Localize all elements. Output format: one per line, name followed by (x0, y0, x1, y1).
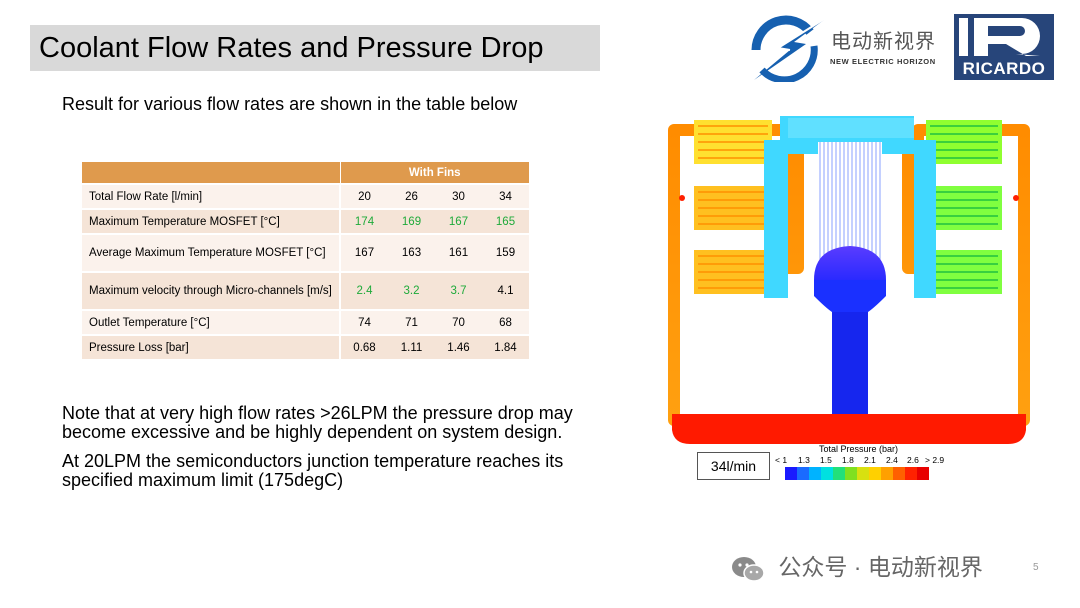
cell-value: 165 (482, 208, 529, 234)
table-row: Average Maximum Temperature MOSFET [°C] … (82, 233, 529, 272)
cell-value: 1.84 (482, 334, 529, 359)
legend-tick: 1.3 (798, 455, 810, 465)
table-row: Outlet Temperature [°C] 74 71 70 68 (82, 309, 529, 335)
ricardo-logo: RICARDO (954, 14, 1054, 80)
legend-swatch (917, 467, 929, 480)
watermark-text: 公众号 · 电动新视界 (778, 554, 983, 580)
cell-value: 159 (482, 233, 529, 272)
legend-swatch (893, 467, 905, 480)
legend-swatch (821, 467, 833, 480)
cell-value: 161 (435, 233, 482, 272)
right-channels (926, 120, 1002, 294)
pressure-contour-plot (668, 116, 1030, 444)
pressure-simulation-image (668, 108, 1030, 450)
legend-swatch (797, 467, 809, 480)
cell-value: 30 (435, 183, 482, 209)
cell-value: 2.4 (340, 271, 388, 310)
cell-value: 0.68 (340, 334, 388, 359)
cell-value: 70 (435, 309, 482, 335)
legend-swatch (809, 467, 821, 480)
table-row: Pressure Loss [bar] 0.68 1.11 1.46 1.84 (82, 334, 529, 359)
legend-swatch (845, 467, 857, 480)
legend-swatch (785, 467, 797, 480)
row-label: Pressure Loss [bar] (82, 334, 341, 359)
ricardo-r-icon (954, 14, 1054, 58)
cell-value: 68 (482, 309, 529, 335)
legend-swatch (881, 467, 893, 480)
note-paragraph: At 20LPM the semiconductors junction tem… (62, 451, 564, 490)
legend-tick: 2.6 (907, 455, 919, 465)
cell-value: 71 (388, 309, 435, 335)
row-label: Outlet Temperature [°C] (82, 309, 341, 335)
cell-value: 4.1 (482, 271, 529, 310)
lightning-globe-icon (751, 13, 833, 84)
pressure-legend: Total Pressure (bar) < 1 1.3 1.5 1.8 2.1… (775, 444, 955, 484)
cell-value: 3.2 (388, 271, 435, 310)
new-electric-horizon-logo: 电动新视界 NEW ELECTRIC HORIZON (748, 12, 948, 84)
ricardo-wordmark: RICARDO (954, 58, 1054, 80)
cell-value: 74 (340, 309, 388, 335)
table-header-row: With Fins (82, 162, 529, 184)
cell-value: 167 (340, 233, 388, 272)
cell-value: 34 (482, 183, 529, 209)
cell-value: 3.7 (435, 271, 482, 310)
slide-subtitle: Result for various flow rates are shown … (62, 94, 518, 114)
cell-value: 169 (388, 208, 435, 234)
table-row: Maximum velocity through Micro-channels … (82, 271, 529, 310)
watermark: 公众号 · 电动新视界 (730, 548, 983, 584)
results-table: With Fins Total Flow Rate [l/min] 20 26 … (82, 162, 529, 359)
legend-swatch (857, 467, 869, 480)
table-row: Maximum Temperature MOSFET [°C] 174 169 … (82, 208, 529, 234)
legend-swatch (869, 467, 881, 480)
cell-value: 163 (388, 233, 435, 272)
wechat-icon (732, 556, 765, 582)
micro-channel-lines (819, 142, 881, 278)
table-row: Total Flow Rate [l/min] 20 26 30 34 (82, 183, 529, 209)
slide-title: Coolant Flow Rates and Pressure Drop (39, 32, 544, 64)
row-label: Total Flow Rate [l/min] (82, 183, 341, 209)
brand-cn: 电动新视界 (831, 31, 936, 53)
title-bar: Coolant Flow Rates and Pressure Drop (30, 25, 600, 71)
legend-swatch (905, 467, 917, 480)
flow-rate-label: 34l/min (697, 452, 770, 480)
header-blank-cell (82, 162, 341, 184)
legend-tick: < 1 (775, 455, 788, 465)
row-label: Maximum velocity through Micro-channels … (82, 271, 341, 310)
cell-value: 1.46 (435, 334, 482, 359)
row-label: Maximum Temperature MOSFET [°C] (82, 208, 341, 234)
legend-color-bar (785, 467, 929, 480)
legend-tick: 1.5 (820, 455, 832, 465)
cell-value: 20 (340, 183, 388, 209)
cell-value: 1.11 (388, 334, 435, 359)
cell-value: 26 (388, 183, 435, 209)
with-fins-header: With Fins (340, 162, 529, 184)
legend-title: Total Pressure (bar) (819, 444, 899, 454)
legend-tick: 1.8 (842, 455, 854, 465)
brand-en: NEW ELECTRIC HORIZON (830, 57, 936, 66)
legend-swatch (833, 467, 845, 480)
left-channels (694, 120, 772, 294)
page-number: 5 (1033, 562, 1039, 573)
notes: Note that at very high flow rates >26LPM… (62, 404, 622, 500)
row-label: Average Maximum Temperature MOSFET [°C] (82, 233, 341, 272)
legend-tick: 2.1 (864, 455, 876, 465)
cell-value: 167 (435, 208, 482, 234)
cell-value: 174 (340, 208, 388, 234)
legend-tick: > 2.9 (925, 455, 945, 465)
legend-tick: 2.4 (886, 455, 898, 465)
note-paragraph: Note that at very high flow rates >26LPM… (62, 403, 573, 442)
